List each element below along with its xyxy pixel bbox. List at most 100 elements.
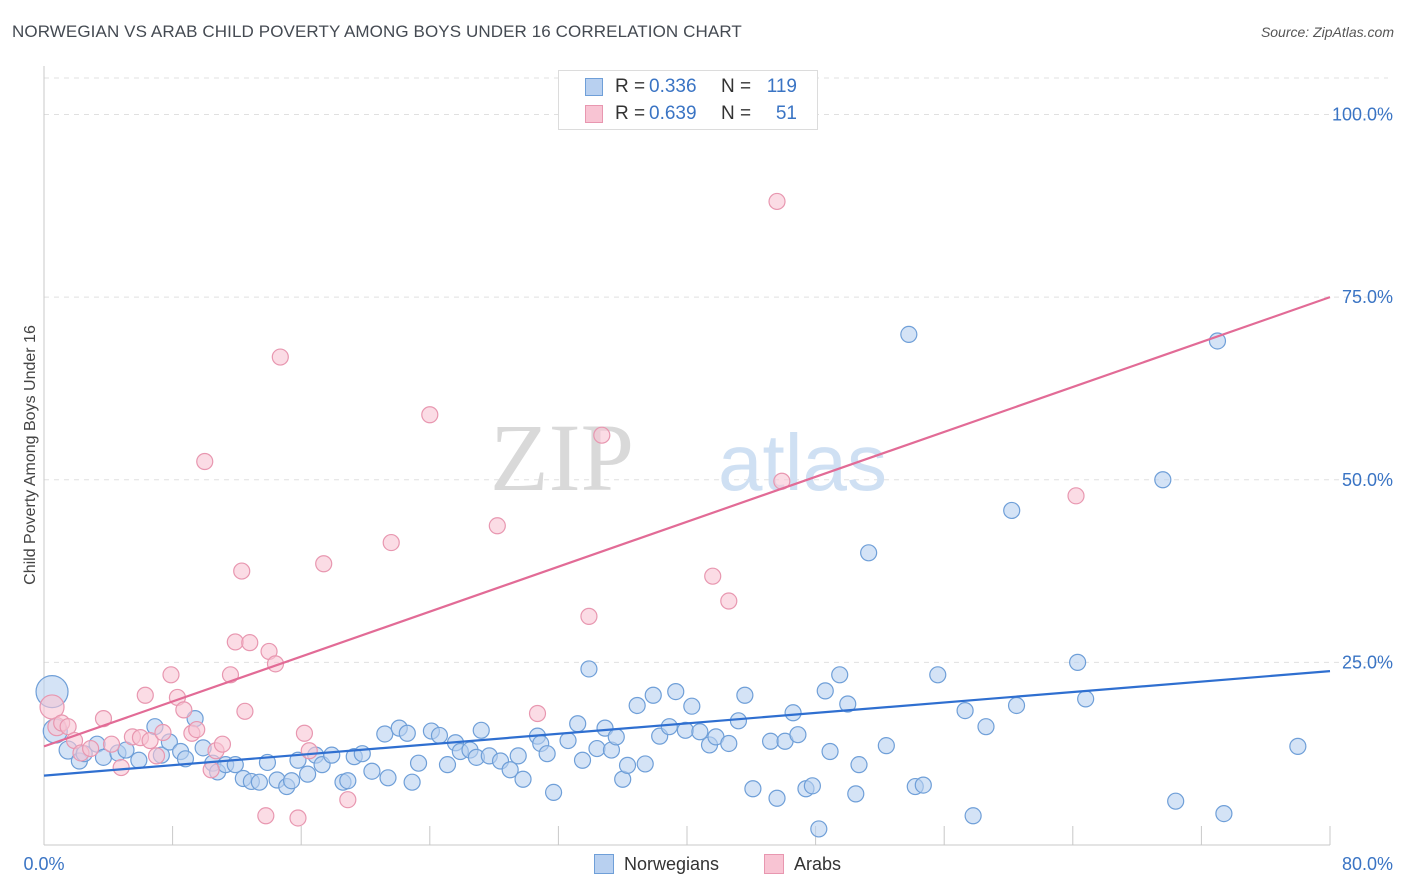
point-norwegians (691, 723, 709, 741)
point-norwegians (784, 704, 802, 722)
point-arabs (147, 747, 166, 765)
point-arabs (257, 807, 275, 825)
point-arabs (82, 739, 100, 758)
point-norwegians (398, 724, 416, 742)
point-arabs (720, 592, 738, 610)
point-norwegians (580, 660, 598, 678)
point-arabs (154, 723, 172, 742)
point-norwegians (914, 776, 932, 794)
legend-n-value: 51 (775, 103, 797, 124)
point-norwegians (607, 728, 625, 746)
point-arabs (233, 562, 251, 580)
legend-item-arabs: Arabs (764, 851, 841, 877)
point-norwegians (850, 756, 868, 774)
point-arabs (141, 731, 159, 750)
point-norwegians (644, 686, 662, 704)
legend-n-label: N = (721, 103, 752, 124)
point-arabs (339, 791, 357, 809)
legend-r-value: 0.639 (649, 103, 697, 124)
y-tick-label: 25.0% (1342, 652, 1393, 672)
point-norwegians (1007, 696, 1026, 715)
point-arabs (295, 724, 314, 742)
point-norwegians (438, 756, 457, 774)
point-norwegians (660, 718, 678, 736)
point-norwegians (1003, 501, 1021, 520)
point-arabs (202, 761, 220, 779)
point-norwegians (1077, 690, 1095, 708)
point-norwegians (514, 770, 532, 788)
legend-r-label: R = (615, 103, 646, 124)
point-arabs (421, 406, 439, 424)
point-norwegians (768, 789, 786, 807)
point-arabs (1067, 487, 1085, 505)
point-norwegians (379, 769, 397, 787)
legend-n-value: 119 (766, 76, 797, 97)
legend-label-arabs: Arabs (794, 853, 842, 874)
point-arabs (213, 735, 232, 753)
trendlines (43, 296, 1331, 777)
point-norwegians (472, 721, 490, 739)
point-arabs (488, 517, 506, 535)
point-norwegians (636, 755, 654, 773)
point-norwegians (544, 783, 563, 802)
point-norwegians (1167, 792, 1185, 810)
point-norwegians (956, 701, 974, 720)
x-tick-label: 80.0% (1342, 854, 1393, 874)
point-norwegians (628, 696, 646, 715)
point-norwegians (877, 737, 895, 755)
point-norwegians (409, 754, 428, 772)
point-arabs (188, 720, 206, 739)
x-tick-label: 0.0% (23, 854, 64, 874)
point-norwegians (353, 745, 371, 763)
point-arabs (112, 758, 130, 777)
point-norwegians (847, 785, 865, 803)
legend-r-label: R = (615, 76, 646, 97)
point-norwegians (683, 697, 701, 715)
point-norwegians (130, 751, 148, 769)
point-norwegians (789, 726, 807, 744)
point-norwegians (736, 686, 754, 704)
point-arabs (300, 742, 318, 760)
point-norwegians (1289, 737, 1307, 755)
point-norwegians (538, 745, 556, 763)
point-arabs (59, 718, 77, 736)
legend-swatch-norwegians (585, 78, 603, 96)
point-arabs (704, 567, 722, 585)
trendline-norwegians (43, 670, 1331, 777)
legend-swatch-arabs (585, 105, 603, 123)
point-norwegians (1215, 804, 1233, 823)
point-norwegians (860, 544, 878, 562)
point-norwegians (363, 762, 381, 780)
point-norwegians (376, 725, 394, 743)
y-tick-label: 75.0% (1342, 287, 1393, 307)
legend-row-arabs: R = 0.639 N = 51 (585, 101, 797, 127)
y-tick-label: 50.0% (1342, 470, 1393, 490)
point-norwegians (569, 715, 587, 733)
point-norwegians (977, 718, 995, 736)
point-arabs (175, 701, 193, 719)
source-credit: Source: ZipAtlas.com (1260, 24, 1394, 40)
point-norwegians (323, 746, 341, 764)
point-arabs (241, 634, 259, 652)
stats-legend: R = 0.336 N = 119 R = 0.639 N = 51 (558, 70, 818, 130)
point-arabs (226, 633, 244, 651)
legend-swatch-norwegians (594, 854, 614, 874)
trendline-arabs (43, 296, 1331, 748)
point-norwegians (821, 742, 839, 761)
point-norwegians (810, 820, 828, 838)
legend-item-norwegians: Norwegians (594, 851, 719, 877)
point-norwegians (929, 666, 947, 684)
series-arabs (39, 192, 1085, 827)
point-arabs (580, 607, 598, 625)
point-norwegians (509, 747, 527, 765)
point-norwegians (729, 712, 748, 730)
point-norwegians (1154, 471, 1172, 489)
y-tick-label: 100.0% (1332, 105, 1393, 125)
point-norwegians (803, 777, 821, 795)
point-arabs (528, 704, 547, 723)
legend-row-norwegians: R = 0.336 N = 119 (585, 74, 797, 100)
point-arabs (162, 666, 180, 684)
chart-title: NORWEGIAN VS ARAB CHILD POVERTY AMONG BO… (12, 22, 742, 41)
legend-label-norwegians: Norwegians (624, 853, 720, 874)
